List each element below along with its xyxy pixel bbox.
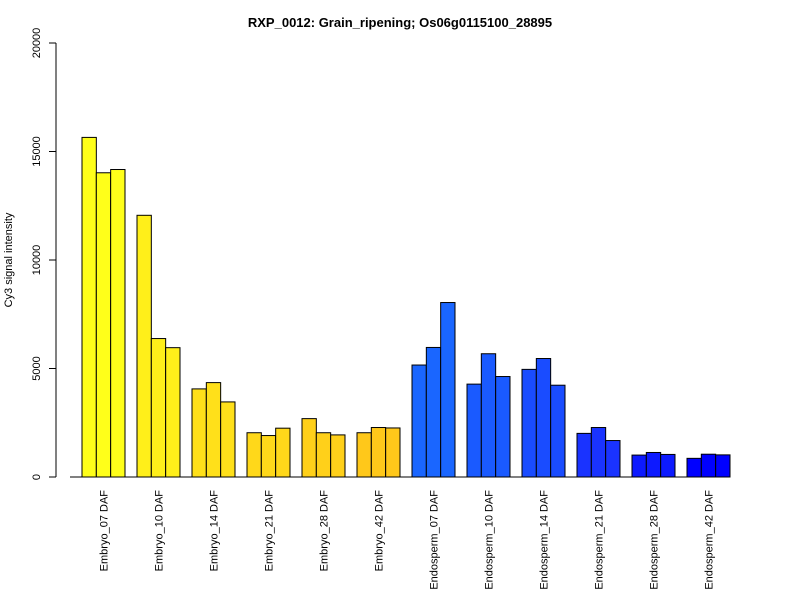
y-tick-label: 15000 [31,136,43,167]
x-tick-label: Endosperm_10 DAF [484,490,496,590]
bar [645,451,662,478]
bar [440,302,456,478]
chart-title: RXP_0012: Grain_ripening; Os06g0115100_2… [248,15,552,30]
bar [191,388,207,478]
bar [605,440,621,478]
bar [260,435,277,478]
x-tick-label: Embryo_28 DAF [319,490,331,572]
bar [385,427,401,478]
x-tick-label: Endosperm_28 DAF [649,490,661,590]
y-tick-label: 10000 [31,245,43,276]
bar [700,453,717,478]
bar [631,454,647,478]
y-tick-label: 5000 [31,356,43,380]
bar [466,383,482,478]
bar [660,453,676,478]
x-tick-label: Endosperm_21 DAF [594,490,606,590]
x-tick-label: Embryo_14 DAF [209,490,221,572]
bar [535,358,552,478]
x-tick-label: Endosperm_07 DAF [429,490,441,590]
x-tick-label: Embryo_21 DAF [264,490,276,572]
bars-group [81,136,731,478]
bar [715,454,731,478]
bar [521,368,537,478]
bar [686,457,702,478]
bar [81,136,97,478]
bar [330,434,346,478]
x-tick-label: Embryo_07 DAF [99,490,111,572]
bar [205,382,222,478]
bar [370,427,387,478]
bar [246,432,262,478]
bar [425,346,442,478]
bar [411,364,427,478]
y-tick-label: 0 [31,474,43,480]
x-tick-label: Endosperm_42 DAF [704,490,716,590]
x-tick-label: Embryo_10 DAF [154,490,166,572]
bar [356,432,372,478]
y-axis-label: Cy3 signal intensity [3,212,15,307]
bar [136,214,152,478]
bar [110,169,126,478]
bar [550,384,566,478]
bar [590,427,607,478]
bar [150,338,167,478]
bar [576,432,592,478]
bar [480,353,497,478]
x-axis-labels: Embryo_07 DAF Embryo_10 DAF Embryo_14 DAF E… [99,490,716,590]
bar [301,418,317,478]
bar [95,172,112,478]
bar [315,432,332,478]
x-tick-label: Endosperm_14 DAF [539,490,551,590]
y-axis-ticks: 0 5000 10000 15000 20000 [31,28,56,480]
y-tick-label: 20000 [31,28,43,59]
x-tick-label: Embryo_42 DAF [374,490,386,572]
bar [165,347,181,478]
bar [495,376,511,478]
bar [275,427,291,478]
bar [220,401,236,478]
